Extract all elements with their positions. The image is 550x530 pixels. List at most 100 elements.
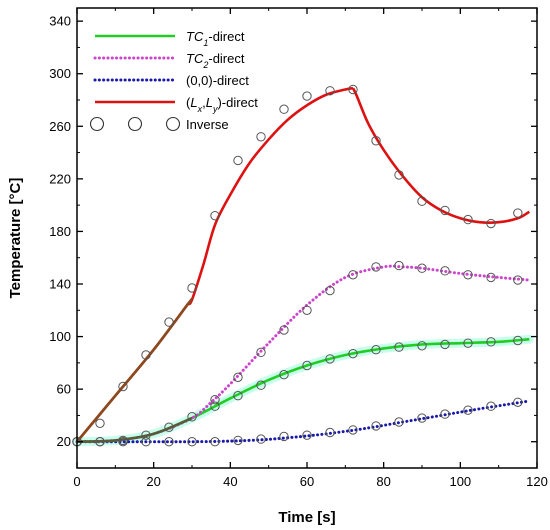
inverse-marker-3-7 [233,155,243,166]
inverse-marker-0-14 [394,342,404,352]
inverse-marker-3-11 [325,86,335,96]
inverse-marker-3-15 [417,196,427,206]
inverse-marker-3-9 [279,104,289,114]
inverse-marker-0-15 [417,341,427,351]
inverse-marker-0-19 [513,335,523,346]
inverse-marker-3-4 [164,317,174,327]
inverse-marker-1-6 [348,270,358,280]
series-line-overlap [76,297,194,443]
inverse-marker-3-2 [118,381,128,392]
inverse-marker-1-3 [279,325,289,335]
inverse-marker-2-18 [486,401,496,411]
inverse-marker-1-13 [513,275,523,285]
inverse-marker-1-0 [210,394,220,405]
inverse-marker-2-6 [210,437,220,447]
inverse-marker-1-2 [256,347,266,358]
inverse-marker-2-9 [279,431,289,442]
inverse-marker-1-12 [486,272,496,283]
x-tick-label: 80 [376,474,390,489]
series-line-tc1-direct [76,337,530,444]
legend-label-tc2-direct: TC2-direct [186,51,245,70]
y-tick-label: 180 [49,224,71,239]
inverse-marker-1-9 [417,263,427,273]
x-axis-title: Time [s] [278,509,335,526]
inverse-marker-1-1 [233,372,243,383]
y-tick-label: 300 [49,66,71,81]
inverse-marker-1-5 [325,285,335,296]
inverse-marker-3-1 [95,418,105,429]
inverse-marker-3-12 [348,84,358,95]
inverse-marker-3-3 [141,350,151,360]
x-tick-label: 40 [223,474,237,489]
y-tick-label: 20 [57,434,71,449]
inverse-marker-0-8 [256,380,266,390]
inverse-marker-0-9 [279,369,289,380]
inverse-marker-2-5 [187,437,197,447]
inverse-marker-2-8 [256,434,266,444]
series-line-tc2-direct [75,264,531,444]
legend: TC1-direct TC2-direct (0,0)-direct (Lx,Ly)-… [89,29,258,132]
inverse-marker-3-6 [210,210,220,221]
inverse-marker-2-11 [325,427,335,438]
inverse-marker-3-17 [463,214,473,225]
legend-label-0-0-direct: (0,0)-direct [186,73,249,88]
y-tick-label: 140 [49,277,71,292]
y-tick-label: 340 [49,14,71,29]
inverse-marker-2-12 [348,425,358,435]
tick-layer: 0 20 40 60 80 100 120 20 60 100 140 180 220 260 300 340 [49,8,548,489]
inverse-marker-2-7 [233,435,243,446]
plot-frame [76,7,538,469]
inverse-marker-0-12 [348,348,358,359]
y-axis-title: Temperature [°C] [7,178,24,299]
inverse-marker-0-6 [210,401,220,411]
series-line-0-0-direct [75,399,531,444]
inverse-marker-2-19 [513,397,523,407]
legend-label-tc1-direct: TC1-direct [186,29,245,48]
inverse-marker-1-4 [302,305,312,315]
inverse-marker-0-3 [141,430,151,440]
x-tick-label: 20 [146,474,160,489]
inverse-marker-2-17 [463,405,473,415]
inverse-marker-0-16 [440,339,450,350]
inverse-marker-3-14 [394,170,404,180]
inverse-marker-3-19 [513,208,523,218]
inverse-marker-2-13 [371,421,381,431]
x-tick-label: 60 [300,474,314,489]
inverse-marker-0-7 [233,391,243,401]
inverse-marker-3-13 [371,136,381,146]
series-layer [72,86,534,447]
inverse-marker-0-10 [302,360,312,371]
inverse-marker-2-15 [417,413,427,423]
inverse-marker-0-18 [486,337,496,347]
inverse-marker-1-11 [463,270,473,280]
inverse-marker-3-5 [187,283,197,293]
inverse-marker-2-14 [394,417,404,427]
y-tick-label: 220 [49,171,71,186]
legend-swatch-inverse-0 [89,116,105,132]
inverse-marker-1-7 [371,262,381,272]
inverse-marker-0-4 [164,422,174,432]
y-tick-label: 260 [49,119,71,134]
inverse-marker-2-3 [141,437,151,447]
x-tick-label: 100 [449,474,471,489]
legend-swatch-inverse-2 [165,116,181,132]
inverse-marker-3-16 [440,205,450,216]
inverse-marker-2-16 [440,409,450,419]
inverse-marker-2-4 [164,437,174,447]
series-line-tc1-direct-halo [72,334,534,447]
series-line-overlap-lower [76,416,193,444]
y-tick-label: 60 [57,382,71,397]
inverse-marker-0-11 [325,354,335,364]
x-tick-label: 120 [526,474,548,489]
inverse-marker-2-2 [118,437,128,447]
inverse-marker-0-17 [463,338,473,348]
x-tick-label: 0 [73,474,80,489]
inverse-marker-2-1 [95,437,105,447]
legend-swatch-inverse-1 [127,116,143,132]
inverse-marker-2-10 [302,430,312,440]
inverse-marker-3-10 [302,91,312,101]
inverse-marker-1-8 [394,260,404,271]
legend-label-lx-ly-direct: (Lx,Ly)-direct [186,95,258,114]
legend-label-inverse: Inverse [186,117,229,132]
